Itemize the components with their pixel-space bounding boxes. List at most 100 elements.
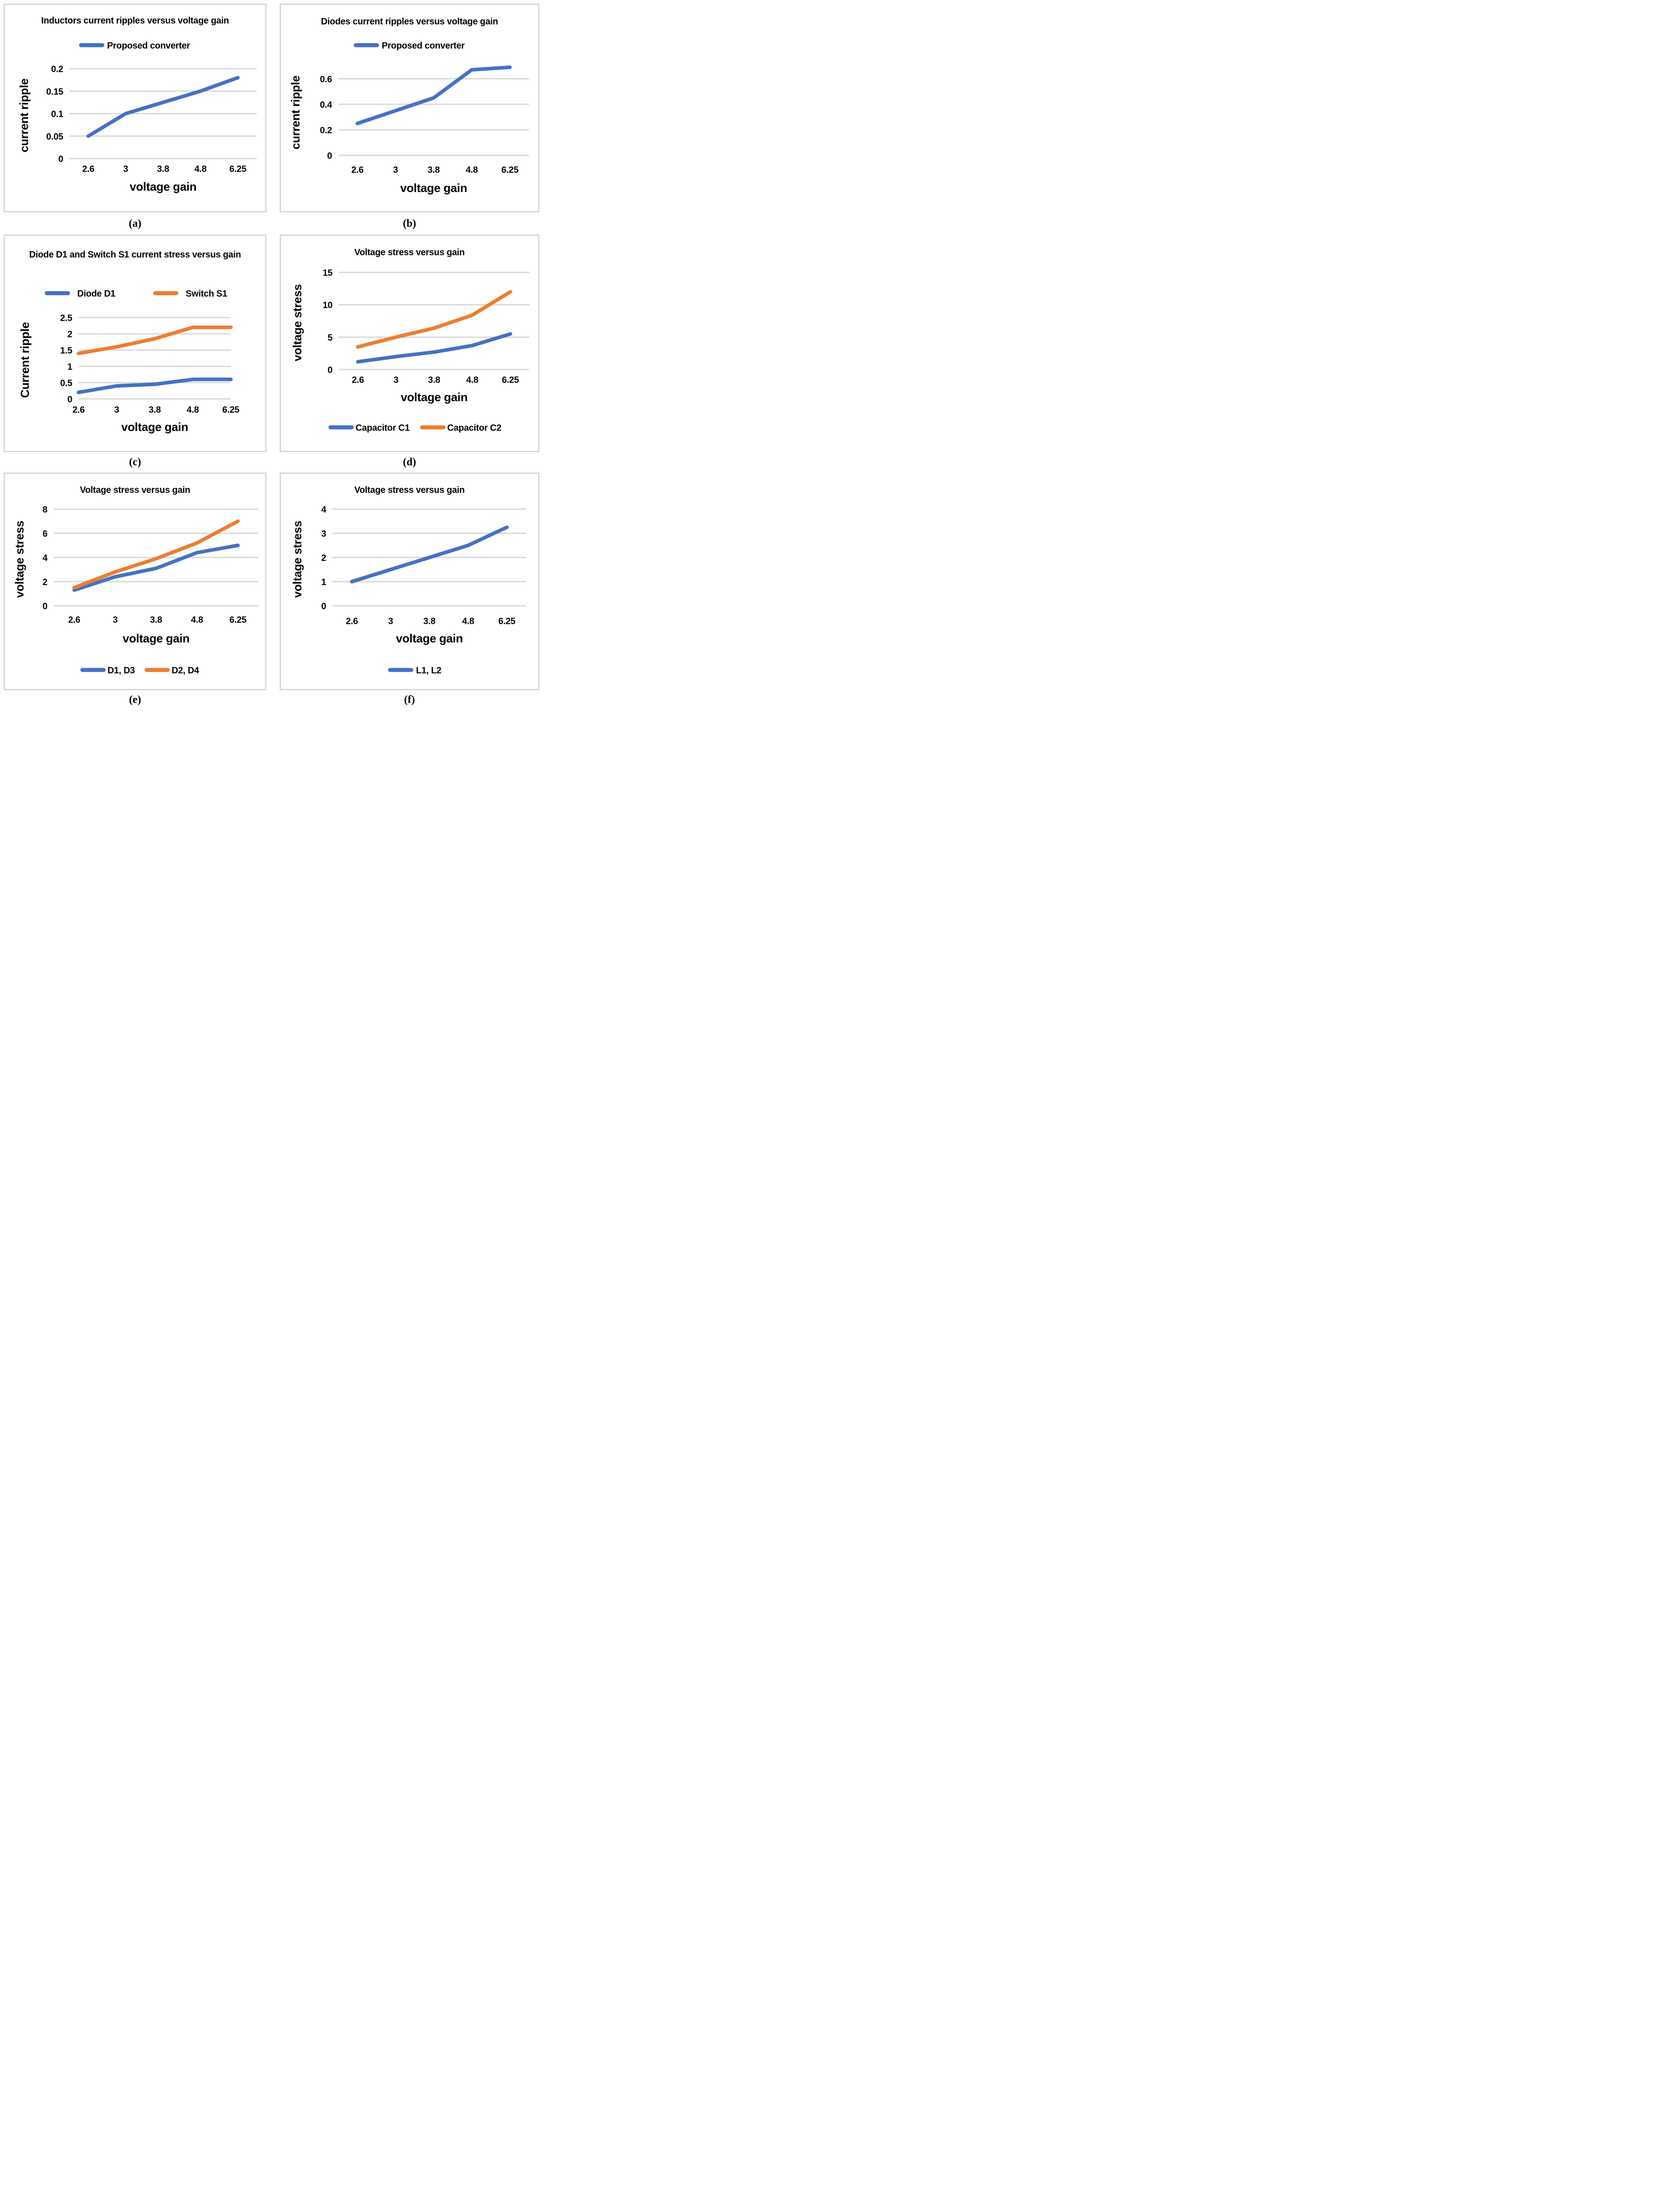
x-tick-label: 4.8 <box>466 165 478 175</box>
y-axis-title: voltage stress <box>290 521 304 598</box>
x-tick-label: 4.8 <box>187 405 199 415</box>
y-tick-label: 5 <box>328 333 332 343</box>
x-tick-label: 4.8 <box>462 617 474 627</box>
panel-c-current-stress-chart: Diode D1 and Switch S1 current stress ve… <box>4 234 267 452</box>
chart-svg-f: Voltage stress versus gain 0 1 2 3 4 2.6 3 3.8 4.… <box>290 485 526 676</box>
x-tick-label: 3 <box>112 615 117 625</box>
series-line-switch-s1 <box>77 325 233 356</box>
caption-e: (e) <box>129 694 141 706</box>
chart-svg-e: Voltage stress versus gain 0 2 4 6 8 2.6 3 3.8 4.… <box>13 485 258 676</box>
y-tick-label: 4 <box>321 505 327 515</box>
x-tick-label: 3.8 <box>150 615 162 625</box>
y-tick-label: 0.2 <box>320 126 332 136</box>
y-tick-label: 0 <box>327 151 332 161</box>
x-tick-label: 3.8 <box>157 164 169 174</box>
x-tick-label: 2.6 <box>82 164 94 174</box>
y-axis-title: voltage stress <box>13 521 26 598</box>
x-tick-label: 4.8 <box>466 375 478 385</box>
y-tick-label: 10 <box>323 300 332 310</box>
series-line-d1-d3 <box>72 543 240 592</box>
chart-title: Voltage stress versus gain <box>354 248 464 257</box>
y-tick-label: 0.4 <box>320 100 332 110</box>
x-tick-label: 2.6 <box>346 617 358 627</box>
series-line-diode-d1 <box>77 377 233 394</box>
y-tick-label: 2 <box>42 577 47 587</box>
y-tick-label: 2 <box>67 330 72 340</box>
caption-a: (a) <box>129 218 141 229</box>
legend-label-proposed-converter: Proposed converter <box>107 41 190 51</box>
x-tick-label: 3 <box>388 617 393 627</box>
chart-title: Voltage stress versus gain <box>354 485 464 495</box>
y-tick-label: 0.2 <box>51 65 63 75</box>
x-tick-label: 2.6 <box>68 615 80 625</box>
y-tick-label: 1.5 <box>60 346 72 356</box>
legend-swatch-d2-d4 <box>145 668 170 672</box>
y-tick-label: 0 <box>58 154 63 164</box>
y-tick-label: 8 <box>42 505 47 515</box>
y-tick-label: 0 <box>321 602 326 612</box>
x-tick-label: 6.25 <box>498 617 515 627</box>
caption-d: (d) <box>402 456 416 468</box>
y-tick-label: 0 <box>328 365 332 375</box>
series-line-proposed-converter <box>356 65 512 126</box>
series-line-capacitor-c1 <box>356 332 512 364</box>
x-axis-title: voltage gain <box>130 180 197 193</box>
x-tick-label: 3 <box>393 375 398 385</box>
legend-label-d2-d4: D2, D4 <box>172 666 200 676</box>
series-line-d2-d4 <box>72 519 240 590</box>
legend-label-capacitor-c1: Capacitor C1 <box>356 423 410 433</box>
x-tick-label: 6.25 <box>501 165 519 175</box>
panel-d-capacitor-voltage-stress-chart: Voltage stress versus gain 0 5 10 15 2.6 3 3.8 4… <box>280 234 539 452</box>
x-tick-label: 6.25 <box>502 375 519 385</box>
panel-f-inductor-voltage-stress-chart: Voltage stress versus gain 0 1 2 3 4 2.6 3 3.8 4.… <box>280 473 539 690</box>
x-tick-label: 3.8 <box>428 165 440 175</box>
x-tick-label: 3.8 <box>428 375 440 385</box>
series-line-capacitor-c2 <box>356 290 512 349</box>
x-tick-label: 3 <box>123 164 128 174</box>
chart-title: Diodes current ripples versus voltage ga… <box>321 17 498 27</box>
chart-svg-c: Diode D1 and Switch S1 current stress ve… <box>18 250 241 434</box>
x-tick-label: 3.8 <box>423 617 435 627</box>
legend-label-d1-d3: D1, D3 <box>108 666 135 676</box>
panel-e-diode-voltage-stress-chart: Voltage stress versus gain 0 2 4 6 8 2.6 3 3.8 4.… <box>4 473 267 690</box>
x-tick-label: 6.25 <box>229 164 247 174</box>
y-tick-label: 3 <box>321 529 326 539</box>
series-line-proposed-converter <box>86 75 240 138</box>
y-tick-label: 0.15 <box>46 87 63 97</box>
x-tick-label: 2.6 <box>73 405 85 415</box>
chart-svg-d: Voltage stress versus gain 0 5 10 15 2.6 3 3.8 4… <box>290 248 529 433</box>
y-tick-label: 0 <box>42 602 47 612</box>
x-tick-label: 4.8 <box>194 164 206 174</box>
y-tick-label: 1 <box>67 362 72 372</box>
chart-svg-a: Inductors current ripples versus voltage… <box>17 16 257 193</box>
legend-label-proposed-converter: Proposed converter <box>382 41 465 51</box>
x-axis-title: voltage gain <box>122 632 189 645</box>
x-tick-label: 4.8 <box>191 615 203 625</box>
six-panel-line-chart-figure: Inductors current ripples versus voltage… <box>0 0 542 707</box>
y-tick-label: 0.05 <box>46 132 63 142</box>
legend-swatch-capacitor-c2 <box>420 425 445 430</box>
x-tick-label: 3 <box>114 405 119 415</box>
chart-title: Voltage stress versus gain <box>80 485 190 495</box>
legend-swatch-l1-l2 <box>388 668 413 672</box>
caption-f: (f) <box>404 694 415 706</box>
x-axis-title: voltage gain <box>121 420 188 434</box>
x-tick-label: 6.25 <box>229 615 247 625</box>
chart-title: Inductors current ripples versus voltage… <box>41 16 229 26</box>
y-tick-label: 0 <box>67 395 72 405</box>
y-axis-title: current ripple <box>289 75 302 149</box>
y-tick-label: 4 <box>42 553 48 563</box>
legend-label-switch-s1: Switch S1 <box>186 289 227 299</box>
caption-b: (b) <box>402 218 416 229</box>
x-tick-label: 2.6 <box>351 165 364 175</box>
legend-swatch-proposed-converter <box>354 43 379 47</box>
legend-label-capacitor-c2: Capacitor C2 <box>447 423 501 433</box>
y-tick-label: 1 <box>321 577 326 587</box>
legend-swatch-capacitor-c1 <box>328 425 354 430</box>
y-tick-label: 0.1 <box>51 109 63 119</box>
y-axis-title: Current ripple <box>18 322 32 398</box>
legend-swatch-d1-d3 <box>80 668 106 672</box>
panel-b-diode-current-ripple-chart: Diodes current ripples versus voltage ga… <box>280 4 539 212</box>
caption-c: (c) <box>129 456 141 468</box>
legend-label-l1-l2: L1, L2 <box>416 666 441 676</box>
